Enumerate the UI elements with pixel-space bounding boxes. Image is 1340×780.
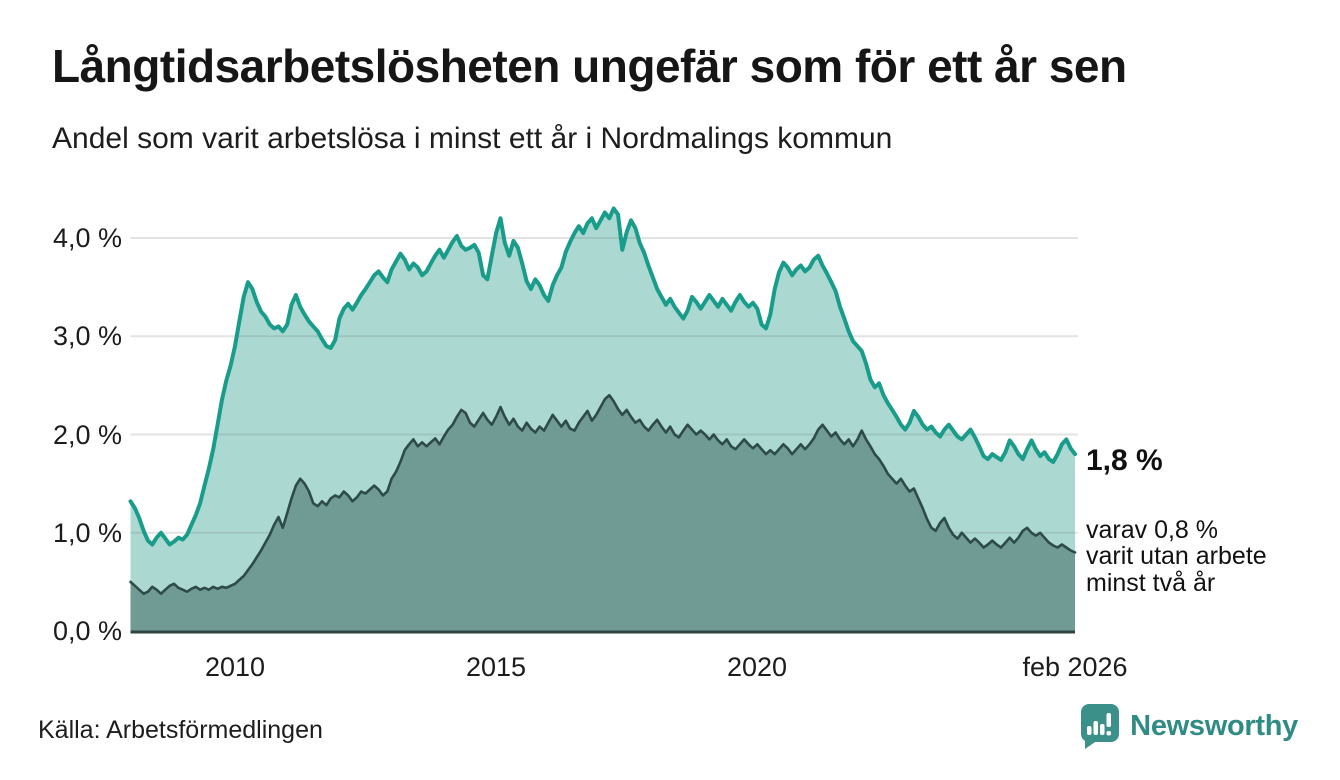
- newsworthy-wordmark: Newsworthy: [1130, 709, 1298, 742]
- two-year-share-annotation: varav 0,8 % varit utan arbete minst två …: [1086, 516, 1267, 597]
- x-tick-label: 2015: [465, 652, 527, 682]
- source-caption: Källa: Arbetsförmedlingen: [38, 716, 323, 744]
- page-title: Långtidsarbetslösheten ungefär som för e…: [52, 40, 1127, 92]
- newsworthy-bubble-icon: [1081, 704, 1120, 749]
- y-tick-label: 2,0 %: [52, 419, 122, 450]
- chart-fill-two-years-group: [130, 395, 1075, 631]
- newsworthy-logo: Newsworthy: [1078, 702, 1298, 750]
- chart-lines-group: [128, 206, 1077, 595]
- y-tick-label: 3,0 %: [52, 321, 122, 352]
- latest-value-annotation: 1,8 %: [1086, 444, 1163, 477]
- page-subtitle: Andel som varit arbetslösa i minst ett å…: [52, 122, 893, 155]
- x-tick-label: 2010: [204, 652, 266, 682]
- total-line: [128, 206, 1077, 547]
- two-year-area-fill: [130, 395, 1075, 631]
- two-year-line: [129, 393, 1077, 595]
- x-tick-label: feb 2026: [1022, 652, 1128, 682]
- y-tick-label: 1,0 %: [52, 517, 122, 548]
- x-tick-label: 2020: [726, 652, 788, 682]
- y-tick-label: 0,0 %: [52, 616, 122, 646]
- y-tick-label: 4,0 %: [52, 223, 122, 253]
